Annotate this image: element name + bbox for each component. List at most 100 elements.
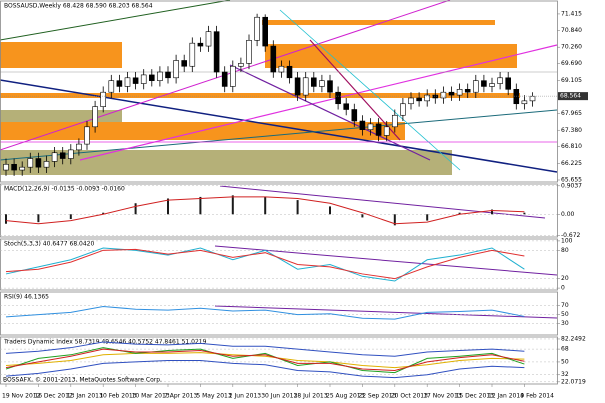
histogram-bar [69, 214, 72, 220]
indicator-line [5, 196, 525, 225]
y-tick-label: 66.810 [561, 143, 582, 150]
candle-body [116, 80, 123, 87]
candle-body [238, 63, 244, 67]
candle-body [286, 65, 293, 79]
y-tick-label: 69.690 [561, 60, 582, 67]
indicator-line [5, 341, 525, 357]
panel-frame [0, 238, 558, 291]
y-tick-label: 80 [561, 247, 569, 254]
trend-line [0, 0, 231, 41]
y-tick-label: 32 [561, 371, 569, 378]
x-tick-label: 10 Feb 2013 [99, 393, 137, 400]
x-tick-label: 16 Dec 2012 [34, 393, 73, 400]
candle-body [132, 77, 139, 84]
y-tick-label: 50 [561, 358, 569, 365]
candle-body [456, 89, 463, 96]
candle-body [59, 152, 66, 159]
panel-title: MACD(12,26,9) -0.0135 -0.0093 -0.0160 [4, 186, 125, 193]
y-tick-label: 67.965 [561, 110, 582, 117]
candle-body [19, 166, 26, 171]
histogram-bar [37, 214, 40, 223]
candle-body [505, 77, 512, 90]
y-tick-label: 100 [561, 237, 573, 244]
panel-title: RSI(9) 46.1365 [4, 294, 49, 301]
indicator-line [5, 360, 525, 379]
indicator-line [5, 248, 525, 280]
last-price-label: 68.564 [560, 93, 581, 100]
candle-body [262, 16, 269, 47]
x-tick-label: 28 Jul 2013 [294, 393, 328, 400]
panel-frame [0, 183, 558, 238]
y-tick-label: 0.00 [561, 211, 575, 218]
panel-frame [0, 336, 558, 385]
histogram-bar [231, 195, 234, 215]
candle-body [205, 31, 212, 47]
zone [0, 93, 520, 98]
candle-body [310, 77, 317, 87]
histogram-bar [523, 212, 526, 215]
candle-body [181, 60, 187, 67]
candle-body [35, 158, 42, 168]
candle-body [513, 89, 520, 105]
trend-line [214, 245, 558, 276]
y-tick-label: 66.225 [561, 160, 582, 167]
candle-body [213, 31, 220, 73]
candle-body [489, 83, 495, 87]
x-tick-label: 5 May 2013 [196, 393, 231, 400]
candle-body [27, 158, 34, 168]
candle-body [84, 126, 90, 145]
candle-body [270, 45, 277, 73]
indicator-line [5, 348, 525, 371]
candle-body [246, 40, 252, 64]
candle-body [343, 103, 350, 110]
x-tick-label: 9 Feb 2014 [520, 393, 554, 400]
candle-body [472, 80, 479, 93]
panel-frame [0, 291, 558, 336]
histogram-bar [264, 196, 267, 215]
candle-body [424, 94, 431, 102]
histogram-bar [361, 214, 364, 218]
y-tick-label: 71.415 [561, 10, 582, 17]
zone [0, 42, 122, 68]
candle-body [448, 91, 455, 96]
candle-body [432, 94, 439, 99]
candle-body [165, 71, 171, 79]
histogram-bar [426, 214, 429, 221]
candle-body [11, 163, 17, 171]
candle-body [294, 77, 301, 96]
indicator-line [5, 247, 525, 282]
x-tick-label: 22 Sep 2013 [358, 393, 396, 400]
histogram-bar [5, 214, 7, 224]
x-tick-label: 15 Dec 2013 [456, 393, 495, 400]
histogram-bar [458, 212, 461, 215]
candle-body [319, 80, 325, 87]
footer: BOSSAFX, © 2001-2013, MetaQuotes Softwar… [3, 377, 162, 384]
histogram-bar [329, 206, 331, 215]
y-tick-label: 67.380 [561, 127, 582, 134]
y-tick-label: 70 [561, 302, 569, 309]
trend-line [79, 44, 558, 161]
candle-body [400, 103, 406, 116]
candle-body [173, 60, 179, 79]
x-tick-label: 12 Jan 2014 [488, 393, 524, 400]
candle-body [124, 77, 131, 87]
x-tick-label: 2 Jun 2013 [229, 393, 261, 400]
candle-body [51, 152, 58, 162]
trend-line [229, 64, 431, 161]
candle-body [221, 71, 228, 87]
y-tick-label: 30 [561, 320, 569, 327]
candle-body [157, 71, 163, 81]
candle-body [254, 16, 260, 41]
y-tick-label: 69.105 [561, 77, 582, 84]
histogram-bar [134, 203, 137, 215]
candle-body [464, 89, 471, 93]
candle-body [76, 143, 82, 151]
last-price-box [558, 92, 588, 101]
candle-body [391, 114, 398, 128]
candle-body [302, 77, 309, 96]
y-tick-label: 65.655 [561, 177, 582, 184]
y-tick-label: 0 [561, 285, 565, 292]
candle-body [108, 80, 115, 93]
candle-body [3, 163, 9, 171]
